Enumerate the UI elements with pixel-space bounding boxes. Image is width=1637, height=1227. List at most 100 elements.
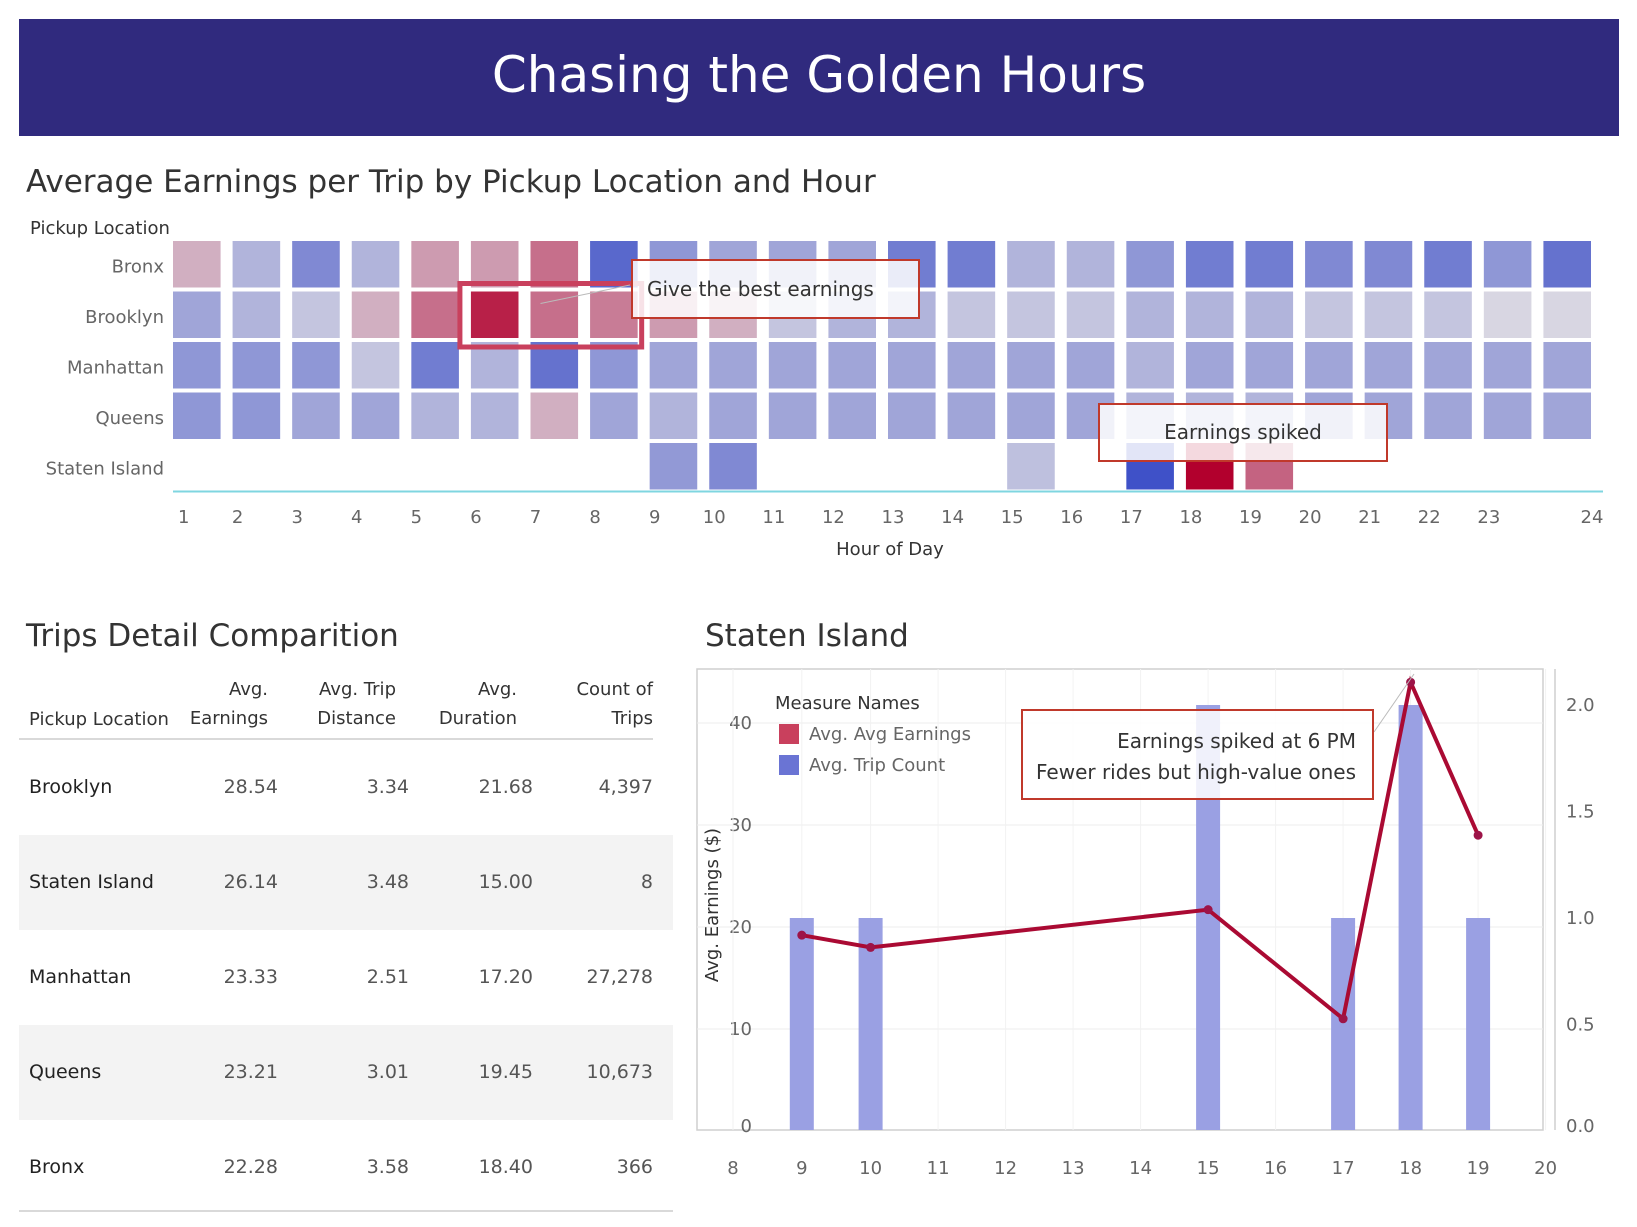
heatmap-row-label: Bronx xyxy=(112,256,165,277)
heatmap-cell xyxy=(649,392,698,439)
heatmap-cell xyxy=(590,392,638,439)
combo-x-tick: 20 xyxy=(1534,1158,1557,1179)
dashboard-title: Chasing the Golden Hours xyxy=(491,46,1147,104)
cell-count: 27,278 xyxy=(586,966,653,988)
heatmap-cell xyxy=(1245,291,1294,338)
combo-x-tick: 15 xyxy=(1197,1158,1220,1179)
combo-earnings-point xyxy=(866,942,876,952)
heatmap-cell xyxy=(1543,241,1591,288)
heatmap-cell xyxy=(530,241,579,288)
heatmap-x-tick: 9 xyxy=(649,507,660,528)
cell-distance: 3.48 xyxy=(366,871,409,893)
heatmap-cell xyxy=(1126,241,1174,288)
combo-plot-frame xyxy=(696,668,1544,1131)
heatmap-cell xyxy=(768,392,817,439)
table-row: Staten Island 26.14 3.48 15.00 8 xyxy=(19,835,673,930)
heatmap-cell xyxy=(292,342,340,389)
staten-island-title: Staten Island xyxy=(705,618,909,654)
combo-y2-tick: 0.0 xyxy=(1566,1116,1595,1137)
cell-location: Staten Island xyxy=(29,871,154,893)
combo-y2-tick: 1.0 xyxy=(1566,908,1595,929)
heatmap-cell xyxy=(828,392,876,439)
combo-y-axis-title: Avg. Earnings ($) xyxy=(702,828,723,982)
combo-bar xyxy=(858,918,883,1130)
heatmap-cell xyxy=(1305,241,1353,288)
heatmap-cell xyxy=(1364,241,1413,288)
combo-x-tick: 14 xyxy=(1129,1158,1152,1179)
cell-distance: 3.34 xyxy=(366,776,409,798)
annotation-line-1: Earnings spiked at 6 PM xyxy=(1117,729,1356,753)
heatmap-cell xyxy=(1543,291,1591,338)
heatmap-cell xyxy=(351,241,400,288)
cell-duration: 17.20 xyxy=(478,966,533,988)
cell-duration: 19.45 xyxy=(478,1061,533,1083)
heatmap-x-tick: 15 xyxy=(1001,507,1024,528)
cell-earnings: 23.33 xyxy=(223,966,278,988)
combo-earnings-point xyxy=(1338,1014,1348,1024)
heatmap-cell xyxy=(470,291,519,338)
heatmap-cell xyxy=(888,342,936,389)
heatmap-cell xyxy=(947,241,996,288)
heatmap-cell xyxy=(709,443,757,490)
heatmap-x-tick: 16 xyxy=(1060,507,1083,528)
heatmap-cell xyxy=(470,241,519,288)
combo-y2-tick: 1.5 xyxy=(1566,802,1595,823)
annotation-best-earnings: Give the best earnings xyxy=(631,259,920,319)
heatmap-cell xyxy=(411,342,459,389)
heatmap-x-tick: 12 xyxy=(822,507,845,528)
heatmap-x-tick: 20 xyxy=(1299,507,1322,528)
cell-earnings: 28.54 xyxy=(223,776,278,798)
cell-count: 8 xyxy=(640,871,653,893)
heatmap-x-tick: 8 xyxy=(589,507,600,528)
cell-location: Queens xyxy=(29,1061,102,1083)
combo-bar xyxy=(1331,918,1356,1130)
heatmap-x-tick: 5 xyxy=(411,507,422,528)
heatmap-x-tick: 4 xyxy=(351,507,362,528)
combo-earnings-point xyxy=(1203,905,1213,915)
heatmap-x-tick: 18 xyxy=(1179,507,1202,528)
heatmap-x-tick: 14 xyxy=(941,507,964,528)
annotation-line-2: Fewer rides but high-value ones xyxy=(1036,760,1356,784)
heatmap-cell xyxy=(1126,342,1174,389)
heatmap-x-tick: 10 xyxy=(703,507,726,528)
heatmap-cell xyxy=(411,241,459,288)
heatmap-cell xyxy=(1007,392,1055,439)
heatmap-cell xyxy=(530,342,579,389)
header-avg-trip-distance: Avg. Trip Distance xyxy=(317,679,396,729)
annotation-earnings-spiked: Earnings spiked xyxy=(1098,403,1388,462)
heatmap-cell xyxy=(947,342,996,389)
table-title: Trips Detail Comparition xyxy=(26,618,399,654)
combo-x-tick: 9 xyxy=(796,1158,807,1179)
heatmap-cell xyxy=(1424,392,1472,439)
cell-earnings: 26.14 xyxy=(223,871,278,893)
cell-count: 4,397 xyxy=(598,776,653,798)
cell-count: 10,673 xyxy=(586,1061,653,1083)
heatmap-cell xyxy=(888,392,936,439)
heatmap-cell xyxy=(411,291,459,338)
combo-x-tick: 8 xyxy=(727,1158,738,1179)
heatmap-x-tick: 23 xyxy=(1477,507,1500,528)
combo-callout-connector xyxy=(1373,673,1415,733)
legend-label-trip-count: Avg. Trip Count xyxy=(809,755,945,776)
cell-duration: 21.68 xyxy=(478,776,533,798)
combo-earnings-line xyxy=(801,675,1480,1023)
heatmap-y-axis-title: Pickup Location xyxy=(30,218,170,239)
heatmap-cell xyxy=(828,342,876,389)
combo-y-tick: 40 xyxy=(729,713,752,734)
heatmap-x-tick: 7 xyxy=(530,507,541,528)
combo-y-tick: 20 xyxy=(729,917,752,938)
heatmap-row-label: Manhattan xyxy=(67,357,164,378)
heatmap-cell xyxy=(1424,291,1472,338)
combo-y2-tick: 2.0 xyxy=(1566,695,1595,716)
legend-label-earnings: Avg. Avg Earnings xyxy=(809,724,971,745)
legend-title: Measure Names xyxy=(775,693,920,714)
trips-detail-table: Pickup Location Avg. Earnings Avg. Trip Di… xyxy=(19,670,673,1215)
heatmap-cell xyxy=(1245,241,1294,288)
heatmap-cell xyxy=(649,342,698,389)
heatmap-cell xyxy=(1007,342,1055,389)
combo-x-tick: 18 xyxy=(1399,1158,1422,1179)
cell-distance: 3.58 xyxy=(366,1156,409,1178)
combo-earnings-point xyxy=(1473,830,1483,840)
heatmap-cell xyxy=(232,241,281,288)
header-banner: Chasing the Golden Hours xyxy=(19,19,1619,136)
